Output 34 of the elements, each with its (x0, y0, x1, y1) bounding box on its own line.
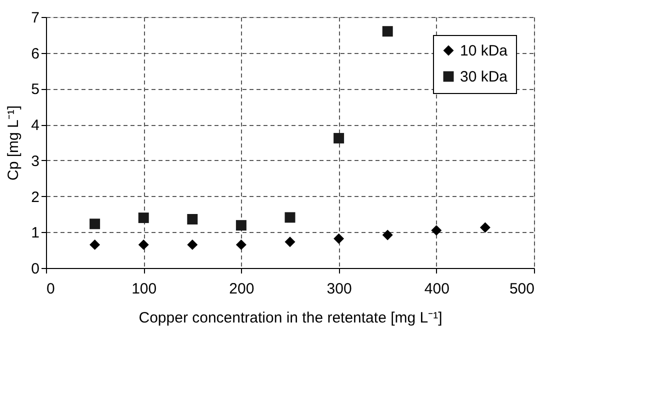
point (480, 222, 490, 233)
point (284, 236, 296, 248)
point (431, 225, 442, 236)
point (236, 239, 246, 250)
point (382, 230, 393, 240)
y-tick-label: 2 (31, 188, 40, 206)
x-axis-title: Copper concentration in the retentate [mg L⁻¹] (138, 310, 442, 326)
point (138, 212, 149, 224)
point (334, 233, 344, 244)
x-tick-label: 300 (326, 280, 352, 298)
point (90, 239, 100, 250)
y-tick-label: 4 (31, 117, 40, 134)
point (187, 214, 198, 224)
point (90, 218, 100, 230)
y-axis-title: Cp [mg L⁻¹] (5, 105, 22, 181)
x-tick-label: 400 (424, 280, 450, 298)
x-tick-label: 100 (132, 280, 157, 298)
point (382, 26, 393, 37)
point (236, 220, 246, 231)
point (187, 239, 198, 250)
y-tick-label: 6 (31, 45, 40, 62)
y-tick-label: 3 (31, 152, 40, 170)
point (334, 132, 344, 144)
y-tick-label: 1 (31, 224, 40, 242)
y-tick-label: 5 (31, 81, 40, 98)
legend-label: 30 kDa (460, 68, 508, 86)
point (138, 239, 149, 250)
x-tick-label: 200 (229, 280, 254, 298)
x-tick-label: 500 (509, 280, 534, 298)
legend-label: 10 kDa (460, 42, 508, 60)
point (284, 212, 296, 223)
x-tick-label: 0 (46, 280, 55, 298)
y-tick-label: 0 (31, 260, 40, 278)
y-tick-label: 7 (31, 10, 40, 26)
